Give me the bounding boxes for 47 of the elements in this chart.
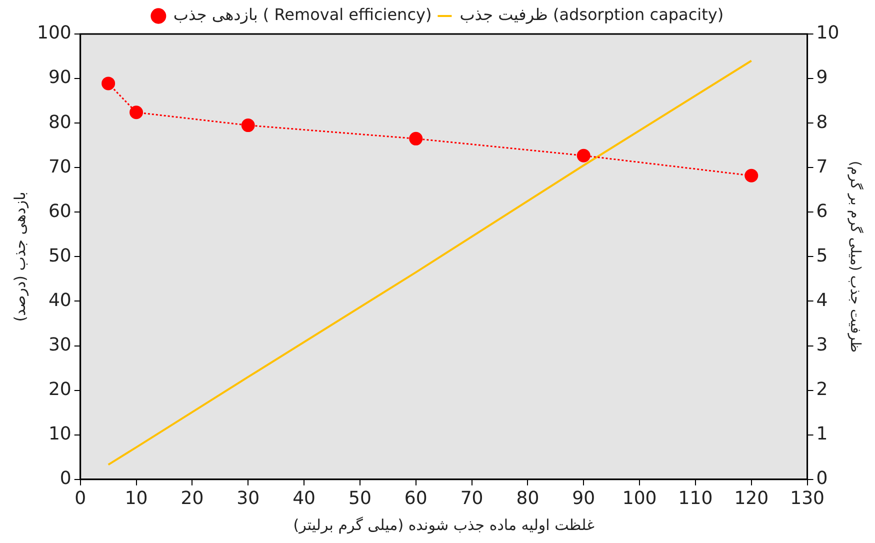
point [102,76,116,90]
y2-tick-label: 3 [816,334,828,356]
x-tick-label: 100 [622,488,657,509]
y-tick-label: 60 [48,200,72,222]
x-tick-label: 20 [180,488,204,509]
legend-label: بازدهی جذب ( Removal efficiency) [173,5,432,24]
x-tick-label: 10 [124,488,148,509]
point [744,168,758,182]
x-tick-label: 30 [236,488,260,509]
x-tick-label: 130 [790,488,824,509]
x-tick-label: 110 [678,488,713,509]
x-tick-label: 50 [348,488,372,509]
y2-tick-label: 4 [816,290,828,311]
y-tick-label: 10 [48,424,72,445]
y2-tick-label: 5 [816,245,828,266]
y2-tick-label: 7 [816,156,828,178]
x-tick-label: 80 [516,488,540,509]
y2-tick-label: 9 [816,67,828,88]
y2-tick-label: 6 [816,200,828,222]
x-tick-label: 90 [572,488,596,509]
point [576,148,590,162]
x-tick-label: 0 [74,488,86,509]
y-tick-label: 20 [48,378,72,400]
y2-tick-label: 1 [816,424,828,445]
x-tick-label: 40 [292,488,316,509]
point [241,118,255,132]
y-tick-label: 0 [60,468,72,490]
y2-tick-label: 8 [816,112,828,133]
y-tick-label: 90 [48,67,72,88]
y-tick-label: 70 [48,156,72,178]
point [409,132,423,146]
y2-tick-label: 0 [816,468,828,490]
x-tick-label: 60 [404,488,428,509]
legend-label: ظرفیت جذب (adsorption capacity) [460,5,724,24]
y-tick-label: 100 [36,22,72,44]
x-tick-label: 120 [734,488,769,509]
x-tick-label: 70 [460,488,484,509]
y2-tick-label: 10 [816,22,840,44]
point [130,106,144,120]
y-axis-title: بازدهی جذب (درصد) [10,192,29,322]
y2-tick-label: 2 [816,378,828,400]
y-tick-label: 80 [48,112,72,133]
y-tick-label: 50 [48,245,72,266]
y-tick-label: 30 [48,334,72,356]
y-tick-label: 40 [48,290,72,311]
y2-axis-title: ظرفیت جذب (میلی گرم بر گرم) [846,160,864,353]
x-axis-title: غلظت اولیه ماده جذب شونده (میلی گرم برلیتر) [293,516,595,534]
